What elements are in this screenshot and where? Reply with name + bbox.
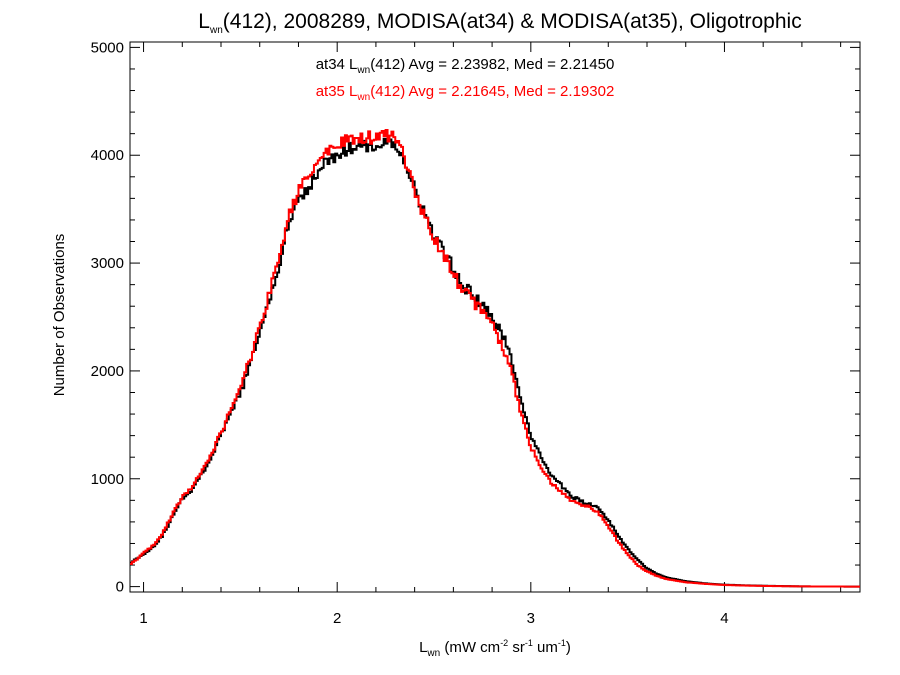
y-tick-label: 5000 [91,39,124,56]
y-tick-label: 3000 [91,255,124,272]
annotation-at35: at35 Lwn(412) Avg = 2.21645, Med = 2.193… [316,83,615,103]
x-axis-ticks: 1 2 3 4 [139,42,842,627]
x-axis-label: Lwn (mW cm-2 sr-1 um-1) [419,638,571,659]
y-axis-ticks: 0 1000 2000 3000 4000 5000 [91,39,860,596]
y-axis-label: Number of Observations [51,234,68,397]
y-tick-label: 4000 [91,147,124,164]
x-tick-label: 2 [333,610,341,627]
series-group [130,128,860,588]
chart-title: Lwn(412), 2008289, MODISA(at34) & MODISA… [198,10,801,36]
series-line-at34 [130,137,860,588]
series-line-at35 [130,128,860,588]
y-tick-label: 1000 [91,471,124,488]
annotation-at34: at34 Lwn(412) Avg = 2.23982, Med = 2.214… [316,56,615,76]
x-tick-label: 4 [720,610,728,627]
y-tick-label: 0 [116,579,124,596]
plot-frame [129,41,861,593]
y-tick-label: 2000 [91,363,124,380]
x-tick-label: 1 [139,610,147,627]
x-tick-label: 3 [527,610,535,627]
